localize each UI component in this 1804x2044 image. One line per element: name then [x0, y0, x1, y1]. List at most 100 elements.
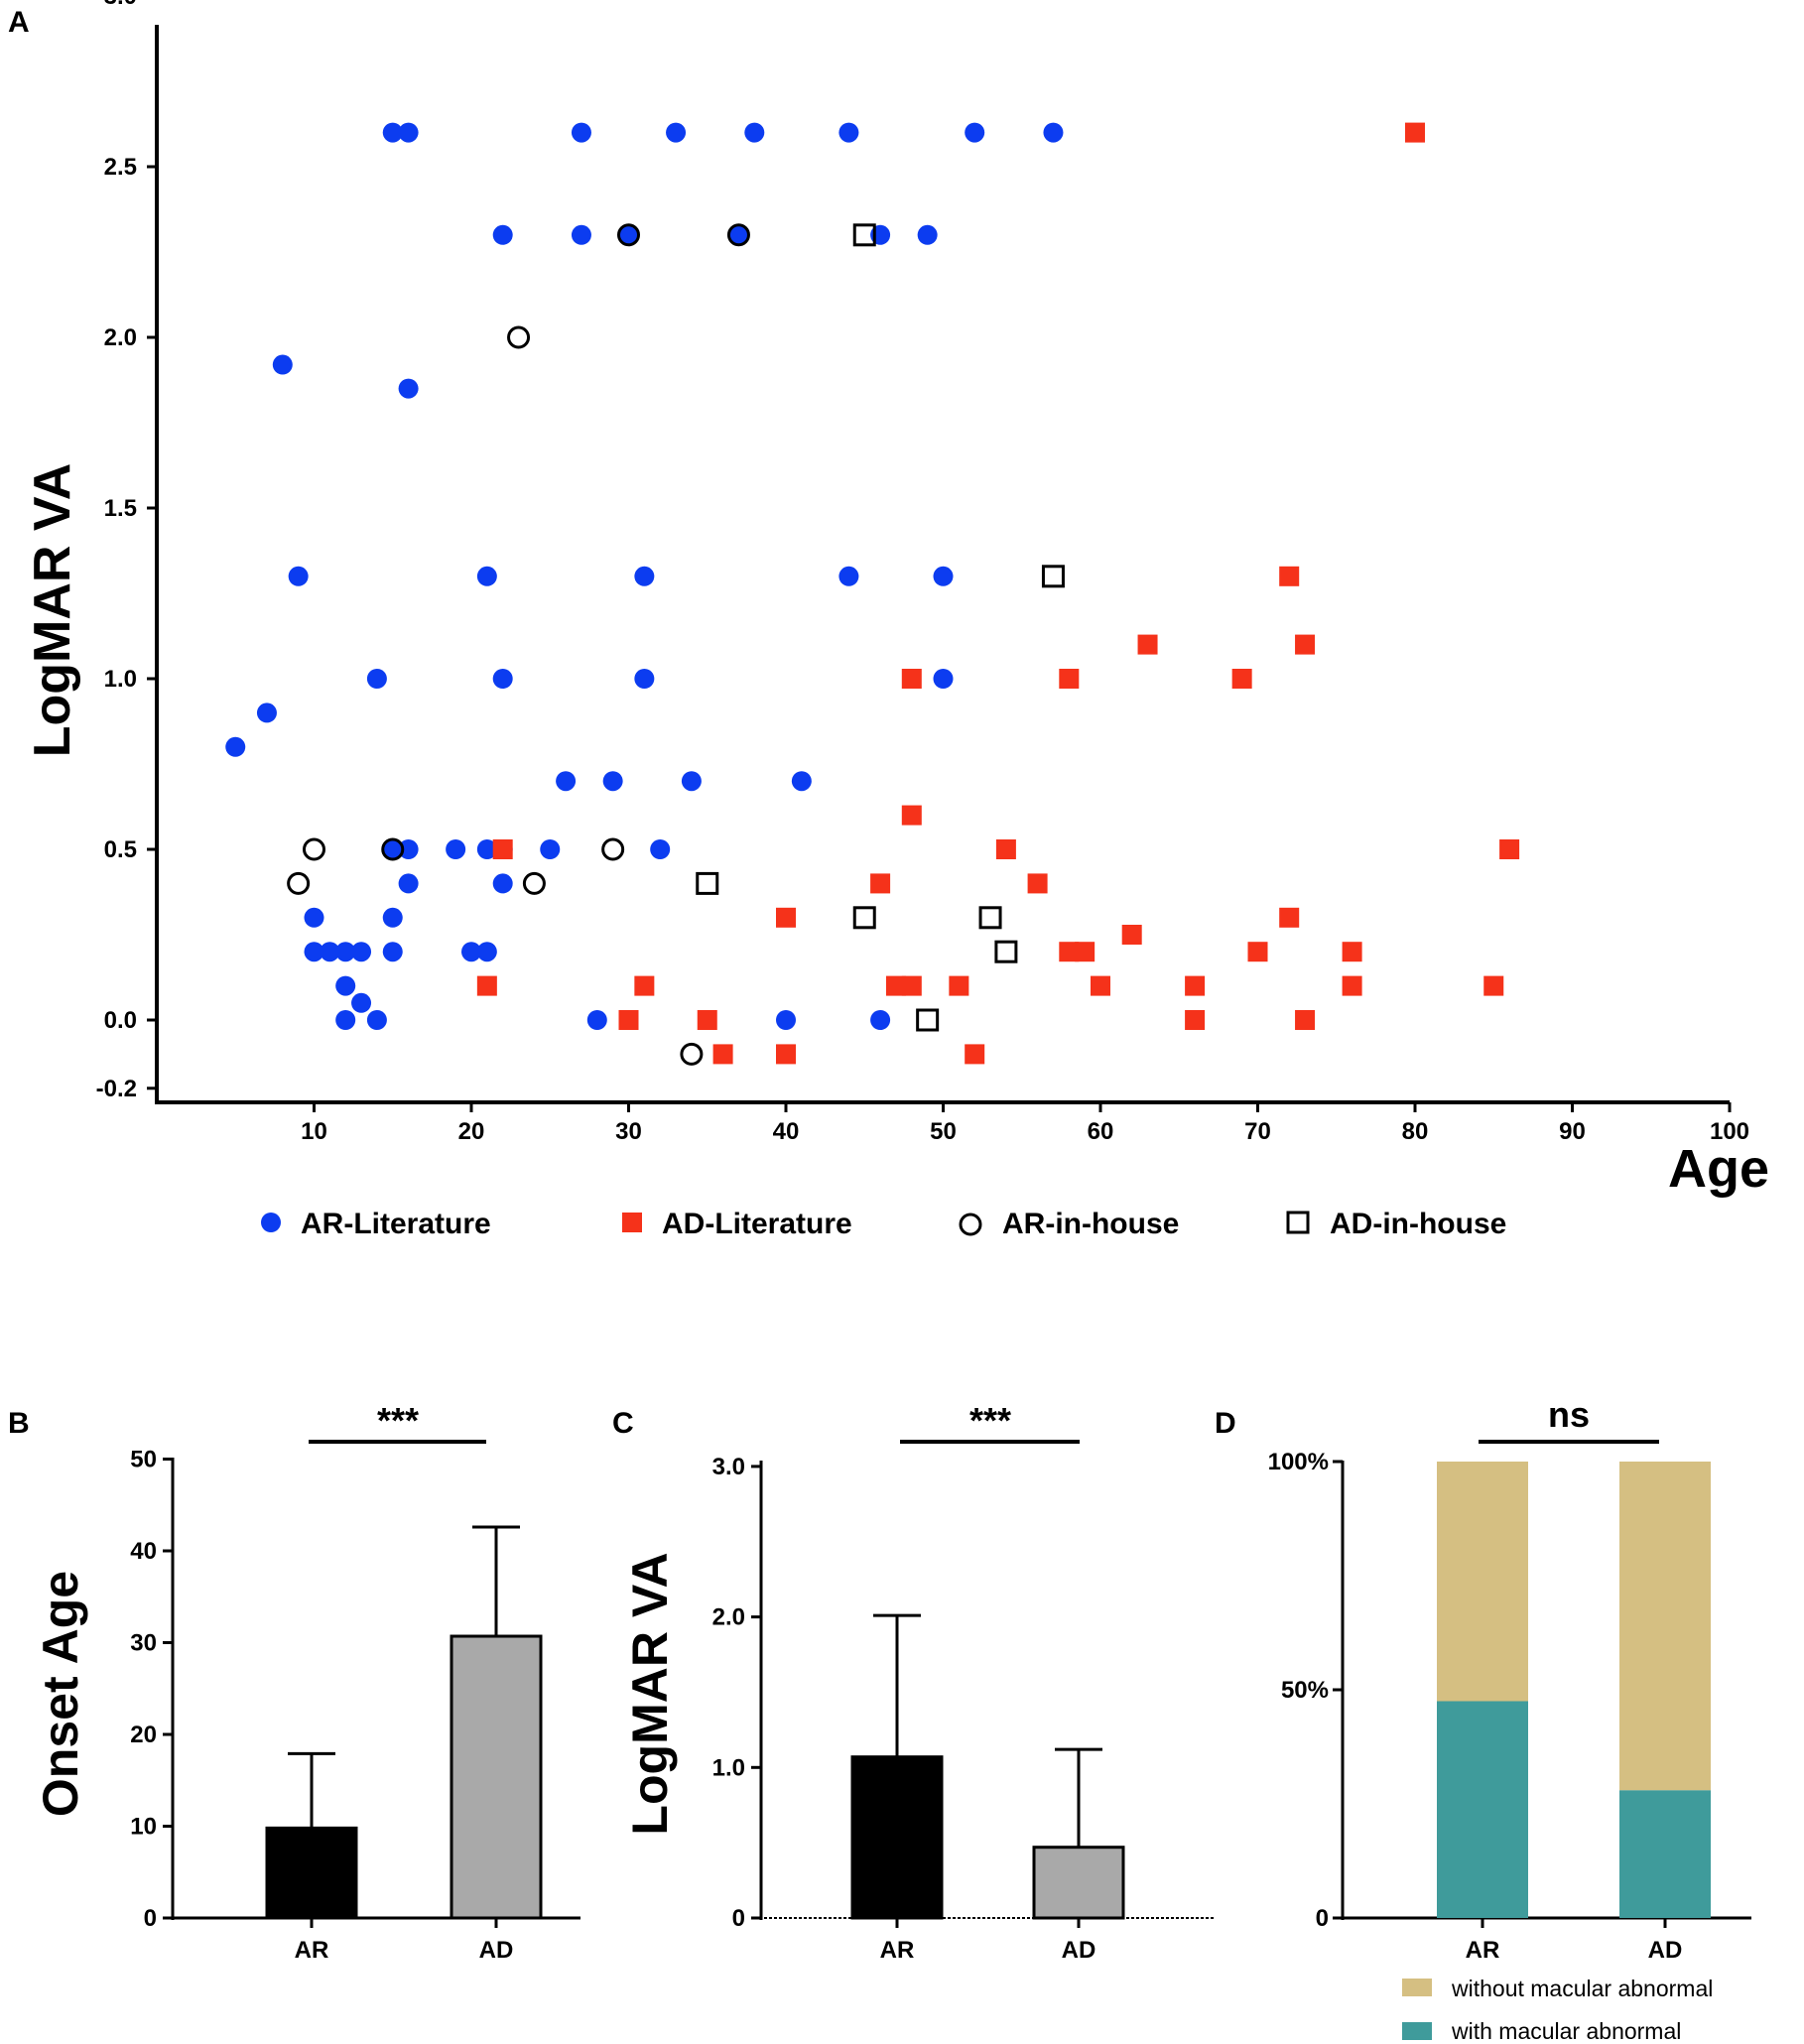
b-y-tick-label-0: 0 — [144, 1905, 157, 1932]
ar-literature-point-27 — [556, 771, 577, 792]
ar-literature-point-44 — [335, 942, 356, 962]
ad-literature-point-29 — [618, 1010, 639, 1030]
ad-literature-point-28 — [1483, 975, 1504, 996]
ar-literature-point-47 — [461, 942, 481, 962]
ar-literature-point-30 — [791, 771, 812, 792]
panel-c-letter: C — [612, 1407, 634, 1440]
ad-literature-point-10 — [1499, 839, 1520, 859]
ar-literature-point-5 — [838, 122, 859, 143]
panel-c-significance: *** — [969, 1400, 1011, 1441]
ar-literature-point-54 — [776, 1010, 796, 1030]
ad-in-house-point-3 — [852, 906, 876, 930]
ar-literature-point-50 — [351, 992, 372, 1013]
d-bar-ar-with-macular-abnormal — [1437, 1701, 1528, 1918]
panel-b-y-ticks: 0 10 20 30 40 50 — [130, 1447, 173, 1932]
ad-literature-point-15 — [1121, 925, 1142, 945]
x-tick-label-6: 70 — [1244, 1118, 1271, 1145]
ad-literature-point-1 — [1279, 566, 1300, 586]
panel-c-y-ticks: 0 1.0 2.0 3.0 — [712, 1454, 761, 1932]
panel-a-y-label: LogMAR VA — [24, 463, 81, 758]
ar-literature-point-48 — [476, 942, 497, 962]
ar-literature-point-14 — [272, 354, 293, 375]
panel-d-y-ticks: 0 50% 100% — [1268, 1449, 1343, 1932]
ar-literature-point-51 — [335, 1010, 356, 1030]
b-bar-ad — [450, 1634, 543, 1920]
ad-literature-point-24 — [949, 975, 969, 996]
ad-literature-point-8 — [492, 839, 513, 859]
y-tick-label-5: 2.0 — [104, 324, 137, 351]
ar-literature-point-22 — [492, 669, 513, 689]
ad-literature-point-13 — [776, 907, 796, 928]
ad-literature-point-30 — [697, 1010, 717, 1030]
ar-in-house-point-2 — [507, 325, 531, 349]
legend-marker-ar-literature — [261, 1213, 281, 1232]
ad-in-house-point-2 — [696, 871, 719, 895]
y-tick-label-2: 0.5 — [104, 836, 137, 863]
legend-swatch-without — [1402, 1979, 1432, 1996]
c-y-tick-label-2: 2.0 — [712, 1604, 745, 1631]
y-tick-label-7: 3.0 — [104, 0, 137, 10]
ad-literature-point-19 — [1342, 942, 1362, 962]
ad-literature-point-20 — [476, 975, 497, 996]
b-x-label-ar: AR — [295, 1937, 329, 1964]
ar-literature-point-7 — [1043, 122, 1064, 143]
ar-in-house-point-8 — [680, 1042, 704, 1066]
legend-label-without: without macular abnormal — [1451, 1976, 1713, 2001]
series-ar-in-house — [287, 223, 750, 1066]
ar-literature-point-33 — [446, 839, 466, 859]
ad-in-house-point-0 — [852, 223, 876, 247]
y-tick-label-1: 0.0 — [104, 1007, 137, 1034]
c-y-tick-label-3: 3.0 — [712, 1454, 745, 1480]
c-x-label-ad: AD — [1062, 1937, 1096, 1964]
ar-literature-point-6 — [965, 122, 985, 143]
ar-literature-point-3 — [666, 122, 687, 143]
legend-marker-ad-in-house — [1286, 1211, 1310, 1234]
x-tick-label-1: 20 — [458, 1118, 485, 1145]
ad-literature-point-35 — [965, 1044, 985, 1065]
panel-c-x-labels: AR AD — [880, 1918, 1096, 1964]
y-tick-label-0: -0.2 — [96, 1076, 137, 1102]
ad-literature-point-7 — [901, 805, 922, 826]
legend-marker-ad-literature — [622, 1213, 642, 1232]
ar-literature-point-17 — [476, 566, 497, 586]
ad-literature-point-23 — [901, 975, 922, 996]
x-tick-label-3: 40 — [773, 1118, 800, 1145]
panel-d-x-labels: AR AD — [1466, 1918, 1683, 1964]
legend-label-ad-in-house: AD-in-house — [1330, 1208, 1506, 1240]
ad-literature-point-26 — [1185, 975, 1206, 996]
d-bar-ad-without-macular-abnormal — [1619, 1462, 1711, 1791]
ar-literature-point-2 — [571, 122, 591, 143]
ar-literature-point-31 — [382, 839, 403, 859]
ar-literature-point-36 — [540, 839, 561, 859]
x-tick-label-0: 10 — [301, 1118, 327, 1145]
panel-a-y-ticks: -0.2 0.0 0.5 1.0 1.5 2.0 2.5 3.0 — [96, 0, 157, 1102]
d-x-label-ad: AD — [1648, 1937, 1683, 1964]
ar-literature-point-21 — [366, 669, 387, 689]
legend-label-ar-in-house: AR-in-house — [1002, 1208, 1179, 1240]
x-tick-label-7: 80 — [1402, 1118, 1429, 1145]
ar-literature-point-38 — [398, 873, 419, 894]
c-bar-ar — [850, 1755, 944, 1920]
ar-literature-point-25 — [256, 703, 277, 723]
x-tick-label-4: 50 — [930, 1118, 957, 1145]
ad-literature-point-0 — [1405, 122, 1425, 143]
panel-d-legend: without macular abnormal with macular ab… — [1402, 1976, 1713, 2044]
d-bar-ad-with-macular-abnormal — [1619, 1790, 1711, 1918]
ad-literature-point-31 — [1185, 1010, 1206, 1030]
ar-literature-point-13 — [917, 224, 938, 245]
ad-literature-point-18 — [1247, 942, 1268, 962]
ad-literature-point-3 — [1295, 634, 1316, 655]
ad-in-house-point-4 — [978, 906, 1002, 930]
ar-literature-point-40 — [304, 907, 324, 928]
ar-literature-point-16 — [288, 566, 309, 586]
ad-literature-point-33 — [712, 1044, 733, 1065]
ar-in-house-point-5 — [601, 837, 625, 861]
d-bar-ar-without-macular-abnormal — [1437, 1462, 1528, 1702]
ar-literature-point-52 — [366, 1010, 387, 1030]
b-y-tick-label-3: 30 — [130, 1630, 157, 1657]
legend-label-ar-literature: AR-Literature — [301, 1208, 491, 1240]
panel-b-letter: B — [8, 1407, 30, 1440]
x-tick-label-8: 90 — [1559, 1118, 1586, 1145]
c-x-label-ar: AR — [880, 1937, 915, 1964]
